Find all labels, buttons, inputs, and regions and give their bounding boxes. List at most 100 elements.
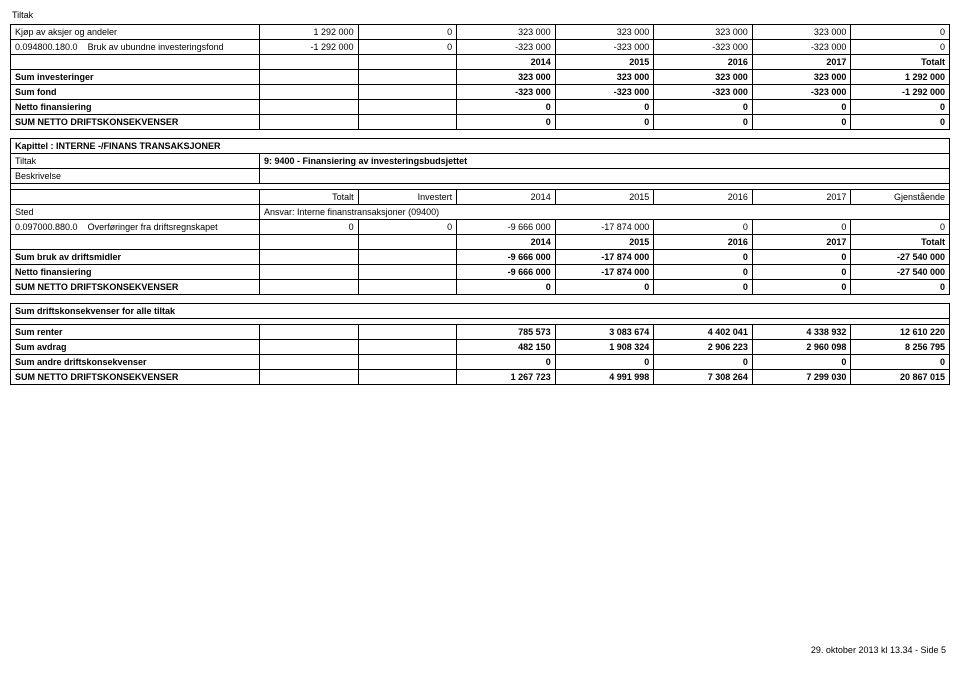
cell: 323 000: [752, 70, 851, 85]
cell: 1 292 000: [851, 70, 950, 85]
page-footer: 29. oktober 2013 kl 13.34 - Side 5: [10, 645, 950, 655]
year-header: 2015: [555, 55, 654, 70]
row-label: Sum investeringer: [11, 70, 260, 85]
table-row: Sum avdrag 482 150 1 908 324 2 906 223 2…: [11, 340, 950, 355]
cell: -1 292 000: [851, 85, 950, 100]
cell: 0: [457, 355, 556, 370]
table-row: Netto finansiering -9 666 000 -17 874 00…: [11, 265, 950, 280]
row-label: Sum fond: [11, 85, 260, 100]
row-label: Netto finansiering: [11, 265, 260, 280]
tiltak-label: Tiltak: [11, 154, 260, 169]
year-header-row: 2014 2015 2016 2017 Totalt: [11, 55, 950, 70]
cell: 2 906 223: [654, 340, 753, 355]
cell: 0: [752, 265, 851, 280]
beskrivelse-label: Beskrivelse: [11, 169, 260, 184]
year-header: 2014: [457, 55, 556, 70]
cell: 0: [851, 115, 950, 130]
cell: -9 666 000: [457, 250, 556, 265]
kapittel-header: Kapittel : INTERNE -/FINANS TRANSAKSJONE…: [11, 139, 950, 154]
table-row: 0.097000.880.0 Overføringer fra driftsre…: [11, 220, 950, 235]
table-row: Kjøp av aksjer og andeler 1 292 000 0 32…: [11, 25, 950, 40]
cell: 3 083 674: [555, 325, 654, 340]
row-label: Sum andre driftskonsekvenser: [11, 355, 260, 370]
tiltak-value: 9: 9400 - Finansiering av investeringsbu…: [260, 154, 950, 169]
cell: 0: [654, 250, 753, 265]
cell: 1 267 723: [457, 370, 556, 385]
cell: 0: [555, 280, 654, 295]
table-row: Sum fond -323 000 -323 000 -323 000 -323…: [11, 85, 950, 100]
table-row: SUM NETTO DRIFTSKONSEKVENSER 1 267 723 4…: [11, 370, 950, 385]
col-header: Investert: [358, 190, 457, 205]
cell: 0: [457, 100, 556, 115]
cell: 7 308 264: [654, 370, 753, 385]
cell: -323 000: [654, 85, 753, 100]
table-block1: Kjøp av aksjer og andeler 1 292 000 0 32…: [10, 24, 950, 130]
cell: -1 292 000: [260, 40, 359, 55]
table-block2: Kapittel : INTERNE -/FINANS TRANSAKSJONE…: [10, 138, 950, 295]
col-header: Totalt: [260, 190, 359, 205]
row-label: SUM NETTO DRIFTSKONSEKVENSER: [11, 280, 260, 295]
cell: 4 338 932: [752, 325, 851, 340]
cell: 0: [260, 220, 359, 235]
cell: 4 991 998: [555, 370, 654, 385]
cell: 785 573: [457, 325, 556, 340]
table-row: Sum bruk av driftsmidler -9 666 000 -17 …: [11, 250, 950, 265]
cell: 4 402 041: [654, 325, 753, 340]
cell: 0: [851, 220, 950, 235]
cell: 0: [358, 25, 457, 40]
col-header: 2016: [654, 190, 753, 205]
cell: 0: [654, 265, 753, 280]
cell: 7 299 030: [752, 370, 851, 385]
table-row: Sum investeringer 323 000 323 000 323 00…: [11, 70, 950, 85]
cell: 2 960 098: [752, 340, 851, 355]
block3-title: Sum driftskonsekvenser for alle tiltak: [11, 304, 950, 319]
row-label: SUM NETTO DRIFTSKONSEKVENSER: [11, 370, 260, 385]
year-header: 2014: [457, 235, 556, 250]
cell: -17 874 000: [555, 220, 654, 235]
cell: 323 000: [654, 25, 753, 40]
cell: -323 000: [555, 40, 654, 55]
table-row: Sum driftskonsekvenser for alle tiltak: [11, 304, 950, 319]
tiltak-label-top: Tiltak: [12, 10, 950, 20]
cell: 1 292 000: [260, 25, 359, 40]
cell: -17 874 000: [555, 250, 654, 265]
cell: 323 000: [457, 25, 556, 40]
year-header: 2016: [654, 235, 753, 250]
year-header: 2017: [752, 55, 851, 70]
cell: 0: [654, 220, 753, 235]
cell: 0: [752, 250, 851, 265]
table-row: Netto finansiering 0 0 0 0 0: [11, 100, 950, 115]
cell: 8 256 795: [851, 340, 950, 355]
cell: 0: [654, 100, 753, 115]
col-header: 2014: [457, 190, 556, 205]
cell: -27 540 000: [851, 265, 950, 280]
row-label: Kjøp av aksjer og andeler: [11, 25, 260, 40]
year-header: 2017: [752, 235, 851, 250]
cell: -323 000: [457, 40, 556, 55]
cell: 0: [654, 280, 753, 295]
year-header-row: 2014 2015 2016 2017 Totalt: [11, 235, 950, 250]
sted-label: Sted: [11, 205, 260, 220]
cell: 323 000: [457, 70, 556, 85]
cell: -27 540 000: [851, 250, 950, 265]
table-row: Beskrivelse: [11, 169, 950, 184]
table-row: Kapittel : INTERNE -/FINANS TRANSAKSJONE…: [11, 139, 950, 154]
row-label: Netto finansiering: [11, 100, 260, 115]
cell: 482 150: [457, 340, 556, 355]
cell: 0: [358, 220, 457, 235]
year-header: 2015: [555, 235, 654, 250]
cell: 0: [752, 280, 851, 295]
table-row: Tiltak 9: 9400 - Finansiering av investe…: [11, 154, 950, 169]
cell: 323 000: [752, 25, 851, 40]
row-label: 0.094800.180.0 Bruk av ubundne investeri…: [11, 40, 260, 55]
cell: 323 000: [555, 70, 654, 85]
cell: 20 867 015: [851, 370, 950, 385]
year-header: 2016: [654, 55, 753, 70]
cell: 323 000: [654, 70, 753, 85]
total-header: Totalt: [851, 235, 950, 250]
cell: 0: [555, 100, 654, 115]
ansvar-value: Ansvar: Interne finanstransaksjoner (094…: [260, 205, 950, 220]
cell: 0: [654, 355, 753, 370]
row-label: Sum renter: [11, 325, 260, 340]
table-row: SUM NETTO DRIFTSKONSEKVENSER 0 0 0 0 0: [11, 280, 950, 295]
